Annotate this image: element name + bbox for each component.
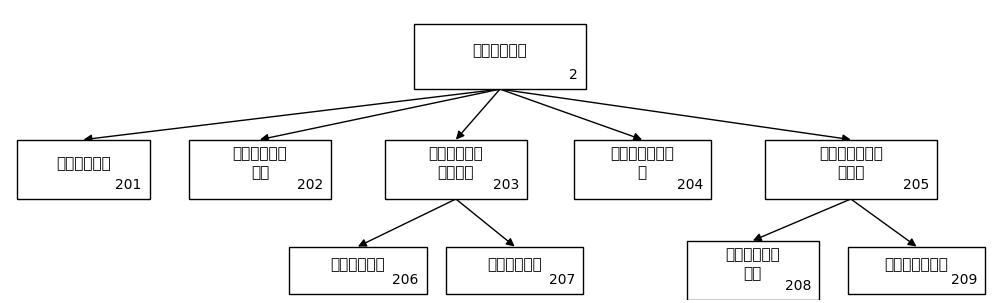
- Bar: [765, 140, 937, 199]
- Bar: [289, 247, 426, 294]
- Text: 202: 202: [297, 178, 323, 191]
- Bar: [414, 24, 586, 89]
- Text: 209: 209: [951, 273, 977, 287]
- Text: 205: 205: [902, 178, 929, 191]
- Bar: [687, 241, 819, 300]
- Bar: [17, 140, 150, 199]
- Text: 204: 204: [677, 178, 703, 191]
- Bar: [574, 140, 711, 199]
- Bar: [446, 247, 583, 294]
- Bar: [385, 140, 527, 199]
- Text: 208: 208: [785, 278, 811, 293]
- Text: 征地管理模块: 征地管理模块: [331, 257, 385, 272]
- Text: 招投标管理模块: 招投标管理模块: [885, 257, 948, 272]
- Text: 项目审批及招投
标模块: 项目审批及招投 标模块: [819, 147, 883, 180]
- Text: 203: 203: [493, 178, 519, 191]
- Bar: [189, 140, 331, 199]
- Text: 项目征地拆迁
管理模块: 项目征地拆迁 管理模块: [429, 147, 483, 180]
- Text: 项目控制管理
模块: 项目控制管理 模块: [233, 147, 287, 180]
- Text: 项目合同管理模
块: 项目合同管理模 块: [610, 147, 674, 180]
- Text: 2: 2: [569, 68, 578, 82]
- Text: 207: 207: [549, 273, 575, 287]
- Bar: [848, 247, 985, 294]
- Text: 206: 206: [392, 273, 419, 287]
- Text: 项目登记模块: 项目登记模块: [56, 156, 111, 171]
- Text: 拆迁管理模块: 拆迁管理模块: [487, 257, 542, 272]
- Text: 201: 201: [115, 178, 142, 191]
- Text: 项目阶段审批
模块: 项目阶段审批 模块: [725, 248, 780, 281]
- Text: 项目管理模块: 项目管理模块: [473, 43, 527, 58]
